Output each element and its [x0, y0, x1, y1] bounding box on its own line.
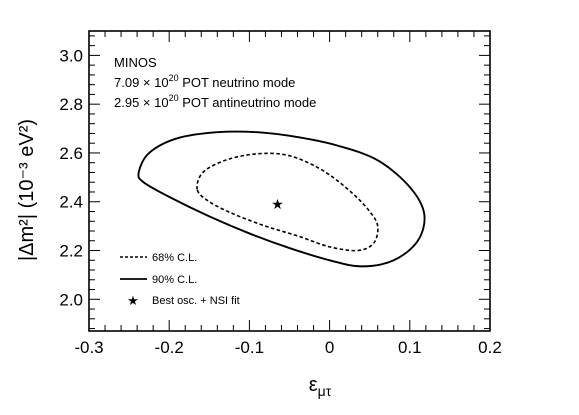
- x-tick-label: -0.1: [235, 338, 264, 357]
- y-tick-label: 2.6: [59, 144, 83, 163]
- annotations: MINOS 7.09 × 1020 POT neutrino mode 2.95…: [114, 55, 316, 110]
- y-axis-title: |Δm²| (10⁻³ eV²): [16, 119, 38, 261]
- x-tick-label: 0.2: [478, 338, 502, 357]
- y-tick-label: 2.2: [59, 242, 83, 261]
- y-tick-label: 2.8: [59, 95, 83, 114]
- x-tick-label: 0.1: [398, 338, 422, 357]
- legend: 68% C.L. 90% C.L. ★ Best osc. + NSI fit: [120, 252, 240, 309]
- legend-label-bestfit: Best osc. + NSI fit: [152, 295, 240, 307]
- plot-background: [89, 31, 490, 331]
- axis-titles: εμτ |Δm²| (10⁻³ eV²): [16, 119, 332, 399]
- legend-label-90: 90% C.L.: [152, 274, 197, 286]
- annotation-3: 2.95 × 1020 POT antineutrino mode: [114, 93, 316, 110]
- x-axis-title: εμτ: [309, 374, 332, 399]
- contour-68-cl: [196, 152, 379, 252]
- y-tick-label: 2.4: [59, 193, 83, 212]
- legend-star-marker: ★: [127, 294, 139, 309]
- plot-frame: [88, 30, 491, 332]
- x-tick-label: -0.2: [155, 338, 184, 357]
- x-tick-label: -0.3: [74, 338, 103, 357]
- frame-layer: [88, 30, 491, 332]
- x-tick-label: 0: [325, 338, 334, 357]
- y-tick-label: 2.0: [59, 290, 83, 309]
- annotation-2: 7.09 × 1020 POT neutrino mode: [114, 73, 295, 90]
- plot-area: [89, 31, 490, 331]
- best-fit-star-marker: ★: [271, 197, 284, 213]
- legend-label-68: 68% C.L.: [152, 252, 197, 264]
- y-tick-label: 3.0: [59, 46, 83, 65]
- contour-90-cl: [137, 130, 426, 268]
- series-layer: ★: [137, 130, 426, 268]
- annotation-1: MINOS: [114, 55, 157, 70]
- ticks-layer: -0.3 -0.2 -0.1 0 0.1 0.2 2.0 2.2 2.4 2.6 2.8 3.0: [59, 31, 502, 357]
